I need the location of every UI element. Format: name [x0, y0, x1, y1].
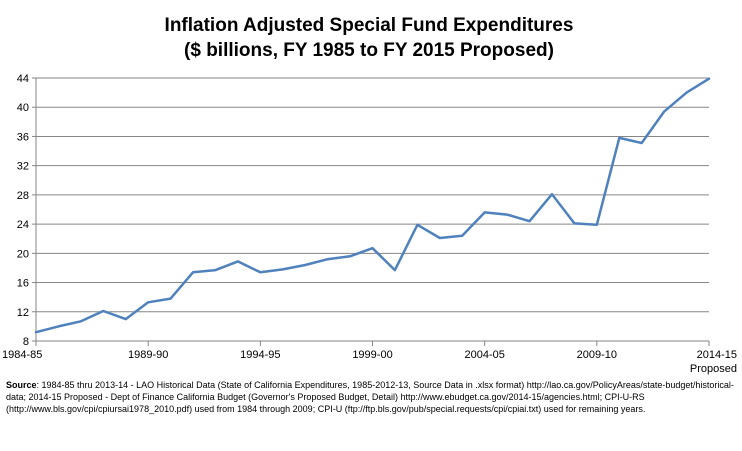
y-tick-label: 12	[17, 307, 29, 319]
x-tick-label: 2004-05	[464, 349, 504, 361]
x-tick-label: 1984-85	[2, 349, 42, 361]
chart-title: Inflation Adjusted Special Fund Expendit…	[165, 15, 574, 36]
y-tick-label: 8	[23, 336, 29, 348]
x-axis-ticks: 1984-85 1989-90 1994-95 1999-00 2004-05 2009-…	[2, 341, 737, 375]
y-tick-label: 28	[17, 190, 29, 202]
x-tick-label: 1999-00	[352, 349, 392, 361]
y-axis-ticks: 8 12 16 20 24 28 32 36 40 44	[17, 73, 36, 348]
y-tick-label: 20	[17, 248, 29, 260]
chart-subtitle: ($ billions, FY 1985 to FY 2015 Proposed…	[184, 40, 554, 61]
series-line	[34, 77, 711, 334]
axes	[35, 78, 709, 342]
x-tick-label: 1994-95	[240, 349, 280, 361]
x-tick-label: 2014-15	[697, 349, 737, 361]
y-tick-label: 40	[17, 102, 29, 114]
y-tick-label: 24	[17, 219, 29, 231]
gridlines	[36, 77, 709, 313]
y-tick-label: 44	[17, 73, 29, 85]
x-tick-label: 2009-10	[577, 349, 617, 361]
y-tick-label: 16	[17, 278, 29, 290]
y-tick-label: 32	[17, 161, 29, 173]
series-expenditures	[34, 77, 711, 334]
source-note: Source: 1984-85 thru 2013-14 - LAO Histo…	[6, 379, 734, 416]
y-tick-label: 36	[17, 131, 29, 143]
x-tick-sublabel: Proposed	[690, 363, 737, 375]
x-tick-label: 1989-90	[128, 349, 168, 361]
source-label: Source	[6, 380, 37, 390]
source-text: : 1984-85 thru 2013-14 - LAO Historical …	[6, 380, 734, 415]
